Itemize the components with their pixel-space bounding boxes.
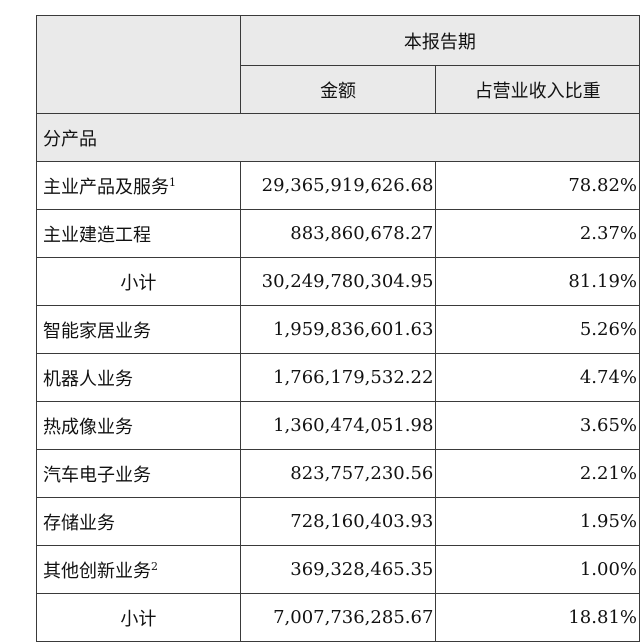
row-label-cell: 小计 bbox=[36, 257, 241, 306]
table-row: 其他创新业务2 369,328,465.35 1.00% bbox=[36, 545, 640, 594]
table-row: 主业建造工程 883,860,678.27 2.37% bbox=[36, 209, 640, 258]
row-label: 存储业务 bbox=[43, 512, 115, 534]
amount-cell: 369,328,465.35 bbox=[239, 545, 437, 594]
row-label: 机器人业务 bbox=[43, 368, 133, 390]
share-cell: 3.65% bbox=[435, 401, 640, 450]
amount-cell: 728,160,403.93 bbox=[239, 497, 437, 546]
row-label-cell: 小计 bbox=[36, 593, 241, 642]
subtotal-row: 小计 30,249,780,304.95 81.19% bbox=[36, 257, 640, 306]
amount-cell: 1,766,179,532.22 bbox=[239, 353, 437, 402]
row-label: 主业产品及服务 bbox=[43, 176, 169, 198]
share-cell: 18.81% bbox=[435, 593, 640, 642]
revenue-table: 本报告期 金额 占营业收入比重 分产品 主业产品及服务1 29,365,919,6… bbox=[36, 15, 640, 642]
share-cell: 1.00% bbox=[435, 545, 640, 594]
table-row: 存储业务 728,160,403.93 1.95% bbox=[36, 497, 640, 546]
share-cell: 2.21% bbox=[435, 449, 640, 498]
share-cell: 2.37% bbox=[435, 209, 640, 258]
share-cell: 78.82% bbox=[435, 161, 640, 210]
row-label: 热成像业务 bbox=[43, 416, 133, 438]
row-label: 小计 bbox=[120, 608, 157, 630]
row-label: 其他创新业务 bbox=[43, 560, 151, 582]
header-row-period: 本报告期 bbox=[36, 15, 640, 114]
table-row: 智能家居业务 1,959,836,601.63 5.26% bbox=[36, 305, 640, 354]
subtotal-row: 小计 7,007,736,285.67 18.81% bbox=[36, 593, 640, 642]
footnote-marker: 2 bbox=[151, 559, 158, 573]
row-label: 汽车电子业务 bbox=[43, 464, 151, 486]
row-label: 主业建造工程 bbox=[43, 224, 151, 246]
amount-cell: 7,007,736,285.67 bbox=[239, 593, 437, 642]
header-amount: 金额 bbox=[239, 65, 437, 114]
amount-cell: 29,365,919,626.68 bbox=[239, 161, 437, 210]
row-label-cell: 主业建造工程 bbox=[36, 209, 241, 258]
row-label: 智能家居业务 bbox=[43, 320, 151, 342]
amount-cell: 883,860,678.27 bbox=[239, 209, 437, 258]
row-label-cell: 热成像业务 bbox=[36, 401, 241, 450]
header-share: 占营业收入比重 bbox=[435, 65, 640, 114]
amount-cell: 1,360,474,051.98 bbox=[239, 401, 437, 450]
row-label-cell: 机器人业务 bbox=[36, 353, 241, 402]
revenue-table-container: 本报告期 金额 占营业收入比重 分产品 主业产品及服务1 29,365,919,6… bbox=[36, 15, 640, 642]
amount-cell: 1,959,836,601.63 bbox=[239, 305, 437, 354]
section-title: 分产品 bbox=[36, 113, 640, 162]
row-label-cell: 其他创新业务2 bbox=[36, 545, 241, 594]
row-label-cell: 主业产品及服务1 bbox=[36, 161, 241, 210]
amount-cell: 30,249,780,304.95 bbox=[239, 257, 437, 306]
amount-cell: 823,757,230.56 bbox=[239, 449, 437, 498]
table-row: 热成像业务 1,360,474,051.98 3.65% bbox=[36, 401, 640, 450]
share-cell: 1.95% bbox=[435, 497, 640, 546]
row-label-cell: 存储业务 bbox=[36, 497, 241, 546]
table-row: 主业产品及服务1 29,365,919,626.68 78.82% bbox=[36, 161, 640, 210]
section-row: 分产品 bbox=[36, 113, 640, 162]
table-row: 机器人业务 1,766,179,532.22 4.74% bbox=[36, 353, 640, 402]
share-cell: 5.26% bbox=[435, 305, 640, 354]
header-corner-cell bbox=[36, 15, 241, 114]
table-row: 汽车电子业务 823,757,230.56 2.21% bbox=[36, 449, 640, 498]
header-period: 本报告期 bbox=[239, 15, 640, 66]
row-label: 小计 bbox=[120, 272, 157, 294]
share-cell: 4.74% bbox=[435, 353, 640, 402]
share-cell: 81.19% bbox=[435, 257, 640, 306]
row-label-cell: 智能家居业务 bbox=[36, 305, 241, 354]
row-label-cell: 汽车电子业务 bbox=[36, 449, 241, 498]
header-row-columns: 金额 占营业收入比重 bbox=[37, 65, 640, 114]
footnote-marker: 1 bbox=[169, 175, 176, 189]
